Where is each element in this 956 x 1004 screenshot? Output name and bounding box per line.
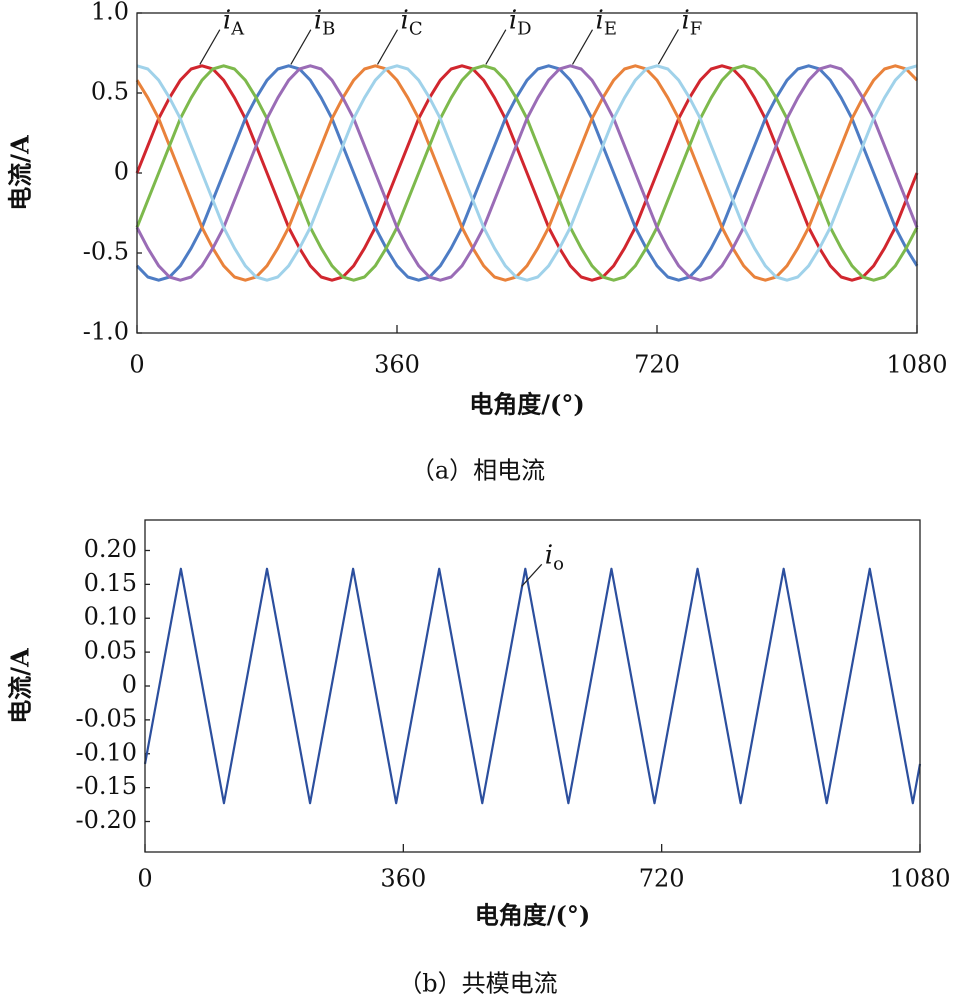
y-tick-label: -0.5 <box>83 238 129 266</box>
y-tick-label: -0.20 <box>75 806 137 834</box>
series-label: iB <box>314 6 336 40</box>
y-tick-label: 0.5 <box>91 78 129 106</box>
label-leader <box>571 29 594 65</box>
x-tick-label: 360 <box>374 351 420 379</box>
series-label: io <box>545 540 564 574</box>
plot-frame <box>136 12 918 334</box>
x-tick-label: 1080 <box>889 865 950 893</box>
y-tick-label: 0.20 <box>84 535 137 563</box>
series-line <box>135 64 919 282</box>
x-tick-label: 720 <box>639 865 685 893</box>
y-axis-title: 电流/A <box>6 648 35 724</box>
series-line <box>135 64 919 282</box>
y-tick-label: -0.05 <box>75 704 137 732</box>
caption: （b）共模电流 <box>398 970 557 998</box>
y-tick-label: 0.05 <box>84 637 137 665</box>
y-tick-label: 0 <box>122 671 137 699</box>
y-tick-label: -0.15 <box>75 772 137 800</box>
series-label: iA <box>223 6 245 40</box>
x-tick-label: 0 <box>129 351 144 379</box>
label-leader <box>376 29 399 65</box>
x-axis-title: 电角度/(°) <box>469 390 584 419</box>
x-tick-label: 720 <box>634 351 680 379</box>
x-tick-label: 360 <box>380 865 426 893</box>
y-tick-label: 0.10 <box>84 603 137 631</box>
x-tick-label: 1080 <box>886 351 947 379</box>
y-tick-label: 0 <box>114 158 129 186</box>
y-tick-label: 0.15 <box>84 569 137 597</box>
plot-frame <box>144 519 921 853</box>
label-leader <box>199 29 221 65</box>
series-line <box>135 64 919 282</box>
caption: （a）相电流 <box>411 457 545 485</box>
label-leader <box>485 29 507 65</box>
series-label: iF <box>681 5 702 39</box>
series-line <box>143 567 922 805</box>
y-axis-title: 电流/A <box>6 135 35 211</box>
series-line <box>136 64 918 282</box>
series-label: iC <box>401 6 423 40</box>
label-leader <box>290 29 312 65</box>
series-label: iD <box>509 6 532 40</box>
y-tick-label: -0.10 <box>75 738 137 766</box>
x-axis-title: 电角度/(°) <box>475 901 590 930</box>
series-label: iE <box>596 6 617 40</box>
y-tick-label: 1.0 <box>91 0 129 26</box>
y-tick-label: -1.0 <box>83 318 129 346</box>
x-tick-label: 0 <box>137 865 152 893</box>
label-leader <box>657 29 679 65</box>
label-leader <box>521 563 543 587</box>
series-line <box>135 64 919 282</box>
